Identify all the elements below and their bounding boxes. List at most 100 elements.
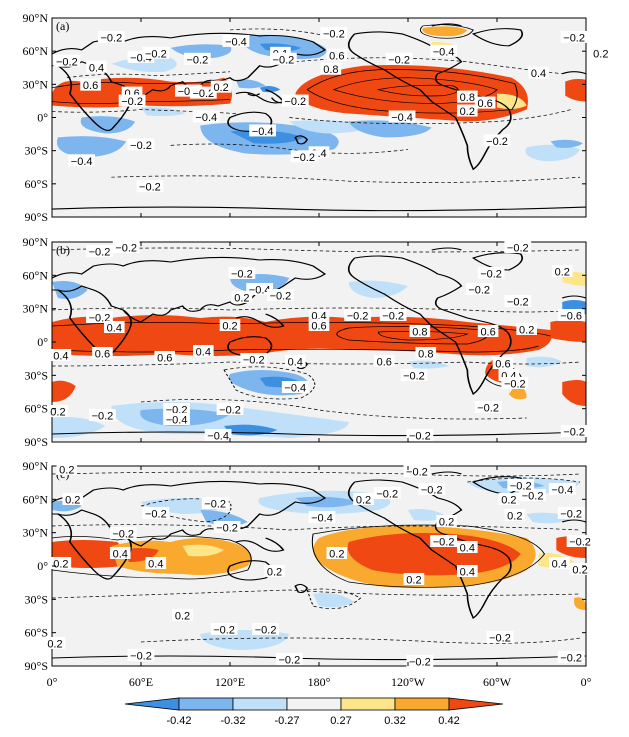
colorbar-swatch [286,697,342,711]
contour-label-bg [483,134,511,147]
contour-label: −0.6 [560,311,582,323]
contour-label: 0.8 [323,64,338,76]
contour-label: −0.2 [192,88,214,100]
contour-label: −0.2 [92,411,114,423]
contour-label: −0.2 [560,653,582,665]
contour-label-bg [557,507,585,519]
contour-label-bg [86,60,107,73]
contour-label-bg [172,609,193,621]
contour-label: 0.2 [519,325,534,337]
contour-label: 0.2 [439,517,454,529]
contour-label: −0.2 [130,651,152,663]
contour-label-bg [281,381,309,393]
contour-label-bg [142,46,170,59]
panel-b-contour-labels: −0.2 −0.2 −0.2−0.2 −0.2 0.2−0.4 −0.20.2 −0.2−0… [47,241,588,443]
panel-b-map [52,242,586,442]
contour-label: 0.4 [148,559,163,571]
contour-label: 0.6 [477,98,492,110]
contour-label: 0.4 [89,62,104,74]
contour-label-bg [290,150,318,163]
contour-label-bg [373,355,395,367]
contour-label-bg [231,291,253,303]
contour-label: 0.2 [406,575,421,587]
contour-label: −0.4 [225,36,247,48]
contour-label-bg [320,62,342,75]
x-tick-label: 120°E [215,675,245,689]
contour-label: −0.2 [382,311,404,323]
contour-label: −0.4 [166,415,188,427]
colorbar-tick-label: 0.42 [438,715,459,727]
contour-label-bg [403,573,425,585]
contour-label: −0.4 [207,431,229,443]
contour-label-bg [249,124,277,137]
contour-label-bg [528,66,549,79]
colorbar-swatch [448,697,504,711]
contour-label: −0.2 [187,54,209,66]
contour-label: −0.2 [507,243,529,255]
contour-label-bg [504,509,526,521]
contour-label: 0.8 [418,349,433,361]
contour-label-bg [284,355,306,367]
contour-label-bg [379,309,407,321]
colorbar-tick-label: -0.42 [166,715,191,727]
contour-label-bg [308,319,330,331]
y-tick-label: 60°S [25,626,48,640]
contour-label: 0.2 [222,321,237,333]
y-tick-label: 30°N [23,526,49,540]
contour-label-bg [240,353,268,365]
y-tick-label: 0° [37,335,48,349]
contour-label: −0.4 [284,383,306,395]
contour-label-bg [219,319,241,331]
contour-label: 0.2 [65,495,80,507]
contour-label: 0.4 [196,347,211,359]
contour-label: −0.2 [347,311,369,323]
contour-label-bg [246,283,274,295]
contour-label: 0.6 [377,357,392,369]
contour-label: −0.2 [270,291,292,303]
contour-label: 0.4 [113,549,128,561]
contour-label-bg [97,30,125,43]
contour-label-bg [252,623,279,635]
contour-label: 0.2 [593,48,608,60]
contour-label: 0.6 [311,321,326,333]
contour-label-bg [353,493,374,505]
contour-label-bg [549,557,570,569]
contour-label: 0.2 [329,549,344,561]
contour-label-bg [519,489,546,501]
contour-label: −0.4 [249,285,271,297]
contour-label: 0.6 [329,50,344,62]
contour-label: −0.2 [243,355,265,367]
panel-b-label: (b) [56,243,70,257]
contour-label-bg [112,241,140,253]
contour-label: −0.2 [89,247,111,259]
y-tick-label: 0° [37,111,48,125]
x-tick-label: 60°W [483,675,512,689]
contour-label-bg [504,241,532,253]
contour-label: −0.2 [406,467,428,479]
contour-label: 0.8 [412,327,427,339]
contour-label-bg [477,325,499,337]
contour-label: 0.8 [460,92,475,104]
contour-label: −0.2 [219,405,241,417]
contour-label-bg [163,413,190,425]
contour-label-bg [590,46,612,59]
panel-c-contours [52,471,581,644]
contour-label-bg [400,369,428,381]
contour-label-bg [474,401,502,413]
x-tick-label: 180° [308,675,331,689]
contour-label-bg [551,265,573,277]
contour-label: 0.2 [501,495,516,507]
contour-label-bg [430,535,457,547]
x-tick-label: 0° [47,675,58,689]
contour-label-bg [163,403,190,415]
contour-label: 0.4 [552,559,567,571]
x-axis-ticks: 0° 60°E 120°E 180° 120°W 60°W 0° [47,18,592,689]
contour-label-bg [507,479,535,491]
contour-label: 0.4 [53,351,68,363]
contour-label: −0.2 [403,371,425,383]
contour-label-bg [457,90,478,103]
contour-label-bg [192,110,220,123]
contour-label-bg [53,54,81,67]
contour-label-bg [308,511,336,523]
